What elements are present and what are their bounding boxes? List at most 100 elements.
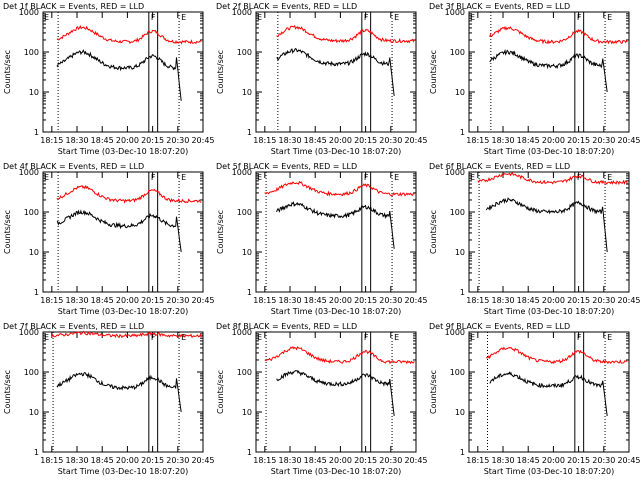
x-tick-label: 18:15	[253, 456, 276, 465]
y-tick-label: 1000	[445, 8, 465, 17]
series-line-lld	[56, 184, 202, 204]
plot-frame	[255, 331, 417, 453]
y-tick-label: 10	[242, 248, 252, 257]
y-tick-label: 10	[29, 408, 39, 417]
corner-label-e: E	[470, 173, 475, 182]
corner-label-e: E	[470, 13, 475, 22]
marker-label-e: E	[607, 333, 612, 342]
y-tick-label: 1000	[232, 328, 252, 337]
series-line-events	[276, 370, 395, 416]
plot-frame	[42, 11, 204, 133]
x-tick-label: 18:30	[278, 296, 301, 305]
chart-title: Det 9f BLACK = Events, RED = LLD	[429, 322, 570, 331]
x-axis-label: Start Time (03-Dec-10 18:07:20)	[271, 147, 402, 156]
y-tick-label: 1	[460, 448, 465, 457]
y-axis-label: Counts/sec	[216, 210, 225, 254]
y-axis-label: Counts/sec	[216, 50, 225, 94]
chart-title: Det 1f BLACK = Events, RED = LLD	[3, 2, 144, 11]
x-tick-label: 20:30	[592, 136, 615, 145]
series-line-events	[489, 371, 608, 416]
x-tick-label: 20:30	[166, 456, 189, 465]
y-tick-label: 100	[450, 368, 465, 377]
marker-label-f: F	[364, 333, 369, 342]
y-tick-label: 1000	[232, 168, 252, 177]
chart-title: Det 6f BLACK = Events, RED = LLD	[429, 162, 570, 171]
x-tick-label: 18:45	[91, 456, 114, 465]
chart-panel-1: Det 1f BLACK = Events, RED = LLD 1 10 100 10…	[3, 2, 215, 156]
y-tick-label: 10	[242, 408, 252, 417]
x-tick-label: 20:30	[166, 136, 189, 145]
marker-label-f: F	[577, 13, 582, 22]
corner-label-e: E	[44, 173, 49, 182]
marker-label-f: F	[577, 173, 582, 182]
series-line-lld	[485, 346, 628, 365]
marker-label-e: E	[394, 13, 399, 22]
x-tick-label: 20:30	[379, 136, 402, 145]
x-tick-label: 20:45	[617, 296, 640, 305]
corner-label-e: E	[470, 333, 475, 342]
y-tick-label: 10	[242, 88, 252, 97]
chart-title: Det 2f BLACK = Events, RED = LLD	[216, 2, 357, 11]
x-tick-label: 20:15	[354, 456, 377, 465]
y-tick-label: 100	[237, 208, 252, 217]
x-tick-label: 18:30	[65, 296, 88, 305]
y-tick-label: 1	[34, 128, 39, 137]
plot-frame	[255, 11, 417, 133]
x-tick-label: 20:00	[542, 456, 565, 465]
x-tick-label: 20:45	[191, 136, 214, 145]
chart-panel-5: Det 5f BLACK = Events, RED = LLD 1 10 100 10…	[216, 162, 428, 316]
plot-frame	[255, 171, 417, 293]
x-tick-label: 18:30	[491, 136, 514, 145]
x-tick-label: 20:15	[354, 296, 377, 305]
series-line-events	[485, 197, 608, 253]
y-axis-label: Counts/sec	[3, 210, 12, 254]
y-axis-label: Counts/sec	[429, 370, 438, 414]
x-tick-label: 18:30	[278, 136, 301, 145]
x-tick-label: 18:30	[65, 456, 88, 465]
chart-panel-3: Det 3f BLACK = Events, RED = LLD 1 10 100 10…	[429, 2, 640, 156]
y-tick-label: 10	[455, 248, 465, 257]
x-tick-label: 18:30	[278, 456, 301, 465]
x-tick-label: 20:45	[617, 456, 640, 465]
chart-panel-4: Det 4f BLACK = Events, RED = LLD 1 10 100 10…	[3, 162, 215, 316]
marker-label-e: E	[394, 173, 399, 182]
y-tick-label: 1000	[445, 168, 465, 177]
y-axis-label: Counts/sec	[3, 370, 12, 414]
corner-label-e: E	[257, 173, 262, 182]
y-tick-label: 100	[237, 368, 252, 377]
y-axis-label: Counts/sec	[429, 210, 438, 254]
chart-title: Det 8f BLACK = Events, RED = LLD	[216, 322, 357, 331]
y-tick-label: 1	[460, 128, 465, 137]
y-tick-label: 10	[455, 88, 465, 97]
marker-label-f: F	[151, 333, 156, 342]
x-axis-label: Start Time (03-Dec-10 18:07:20)	[58, 467, 189, 476]
corner-label-e: E	[44, 333, 49, 342]
y-tick-label: 1	[34, 448, 39, 457]
y-tick-label: 10	[29, 88, 39, 97]
marker-label-f: F	[577, 333, 582, 342]
x-tick-label: 20:45	[404, 136, 427, 145]
chart-panel-9: Det 9f BLACK = Events, RED = LLD 1 10 100 10…	[429, 322, 640, 476]
corner-label-e: E	[257, 13, 262, 22]
series-line-lld	[56, 25, 202, 45]
y-tick-label: 100	[24, 368, 39, 377]
y-axis-label: Counts/sec	[429, 50, 438, 94]
x-tick-label: 18:45	[304, 296, 327, 305]
y-axis-label: Counts/sec	[3, 50, 12, 94]
y-tick-label: 100	[450, 48, 465, 57]
y-tick-label: 1000	[19, 328, 39, 337]
y-tick-label: 100	[24, 48, 39, 57]
x-tick-label: 20:45	[617, 136, 640, 145]
chart-panel-2: Det 2f BLACK = Events, RED = LLD 1 10 100 10…	[216, 2, 428, 156]
marker-label-e: E	[181, 173, 186, 182]
x-tick-label: 18:30	[491, 456, 514, 465]
x-tick-label: 20:15	[141, 456, 164, 465]
y-tick-label: 1	[460, 288, 465, 297]
marker-label-e: E	[181, 333, 186, 342]
plot-frame	[42, 331, 204, 453]
marker-label-f: F	[364, 173, 369, 182]
x-tick-label: 18:15	[40, 136, 63, 145]
x-tick-label: 20:00	[116, 296, 139, 305]
x-tick-label: 20:00	[116, 136, 139, 145]
x-axis-label: Start Time (03-Dec-10 18:07:20)	[58, 147, 189, 156]
